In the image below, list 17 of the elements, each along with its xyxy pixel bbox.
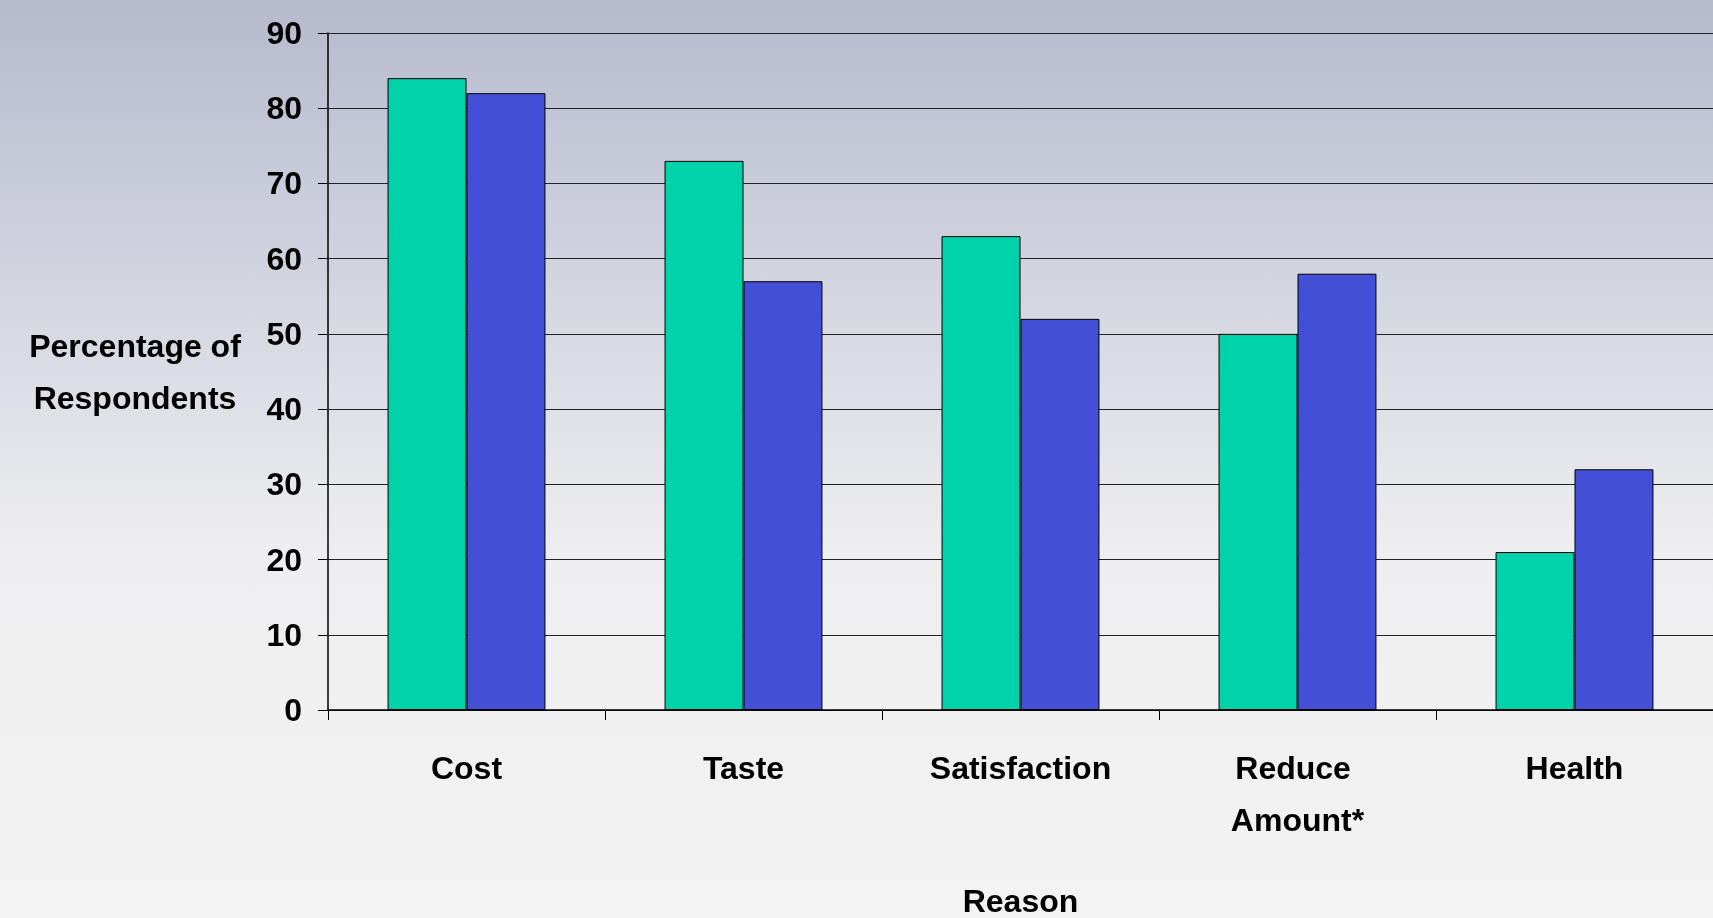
y-tick-label: 40 [266,391,302,428]
y-tick-label: 10 [266,616,302,653]
x-tick-label: Cost [430,750,503,786]
x-tick-label: Health [1525,750,1624,786]
y-axis-title: Percentage of Respondents [29,327,242,416]
x-axis-title: Reason [962,883,1079,918]
y-tick-label: 0 [284,692,302,728]
x-tick-label: Satisfaction [929,750,1112,786]
x-tick-label: Taste [702,750,785,786]
y-tick-label: 30 [266,466,302,503]
y-tick-label: 90 [266,15,302,51]
y-tick-label: 50 [266,315,302,352]
y-tick-label: 60 [266,240,302,277]
y-tick-label: 70 [266,165,302,202]
y-tick-label: 80 [266,90,302,127]
x-tick-label: Reduce Amount* [1230,750,1365,838]
y-tick-label: 20 [266,541,302,578]
